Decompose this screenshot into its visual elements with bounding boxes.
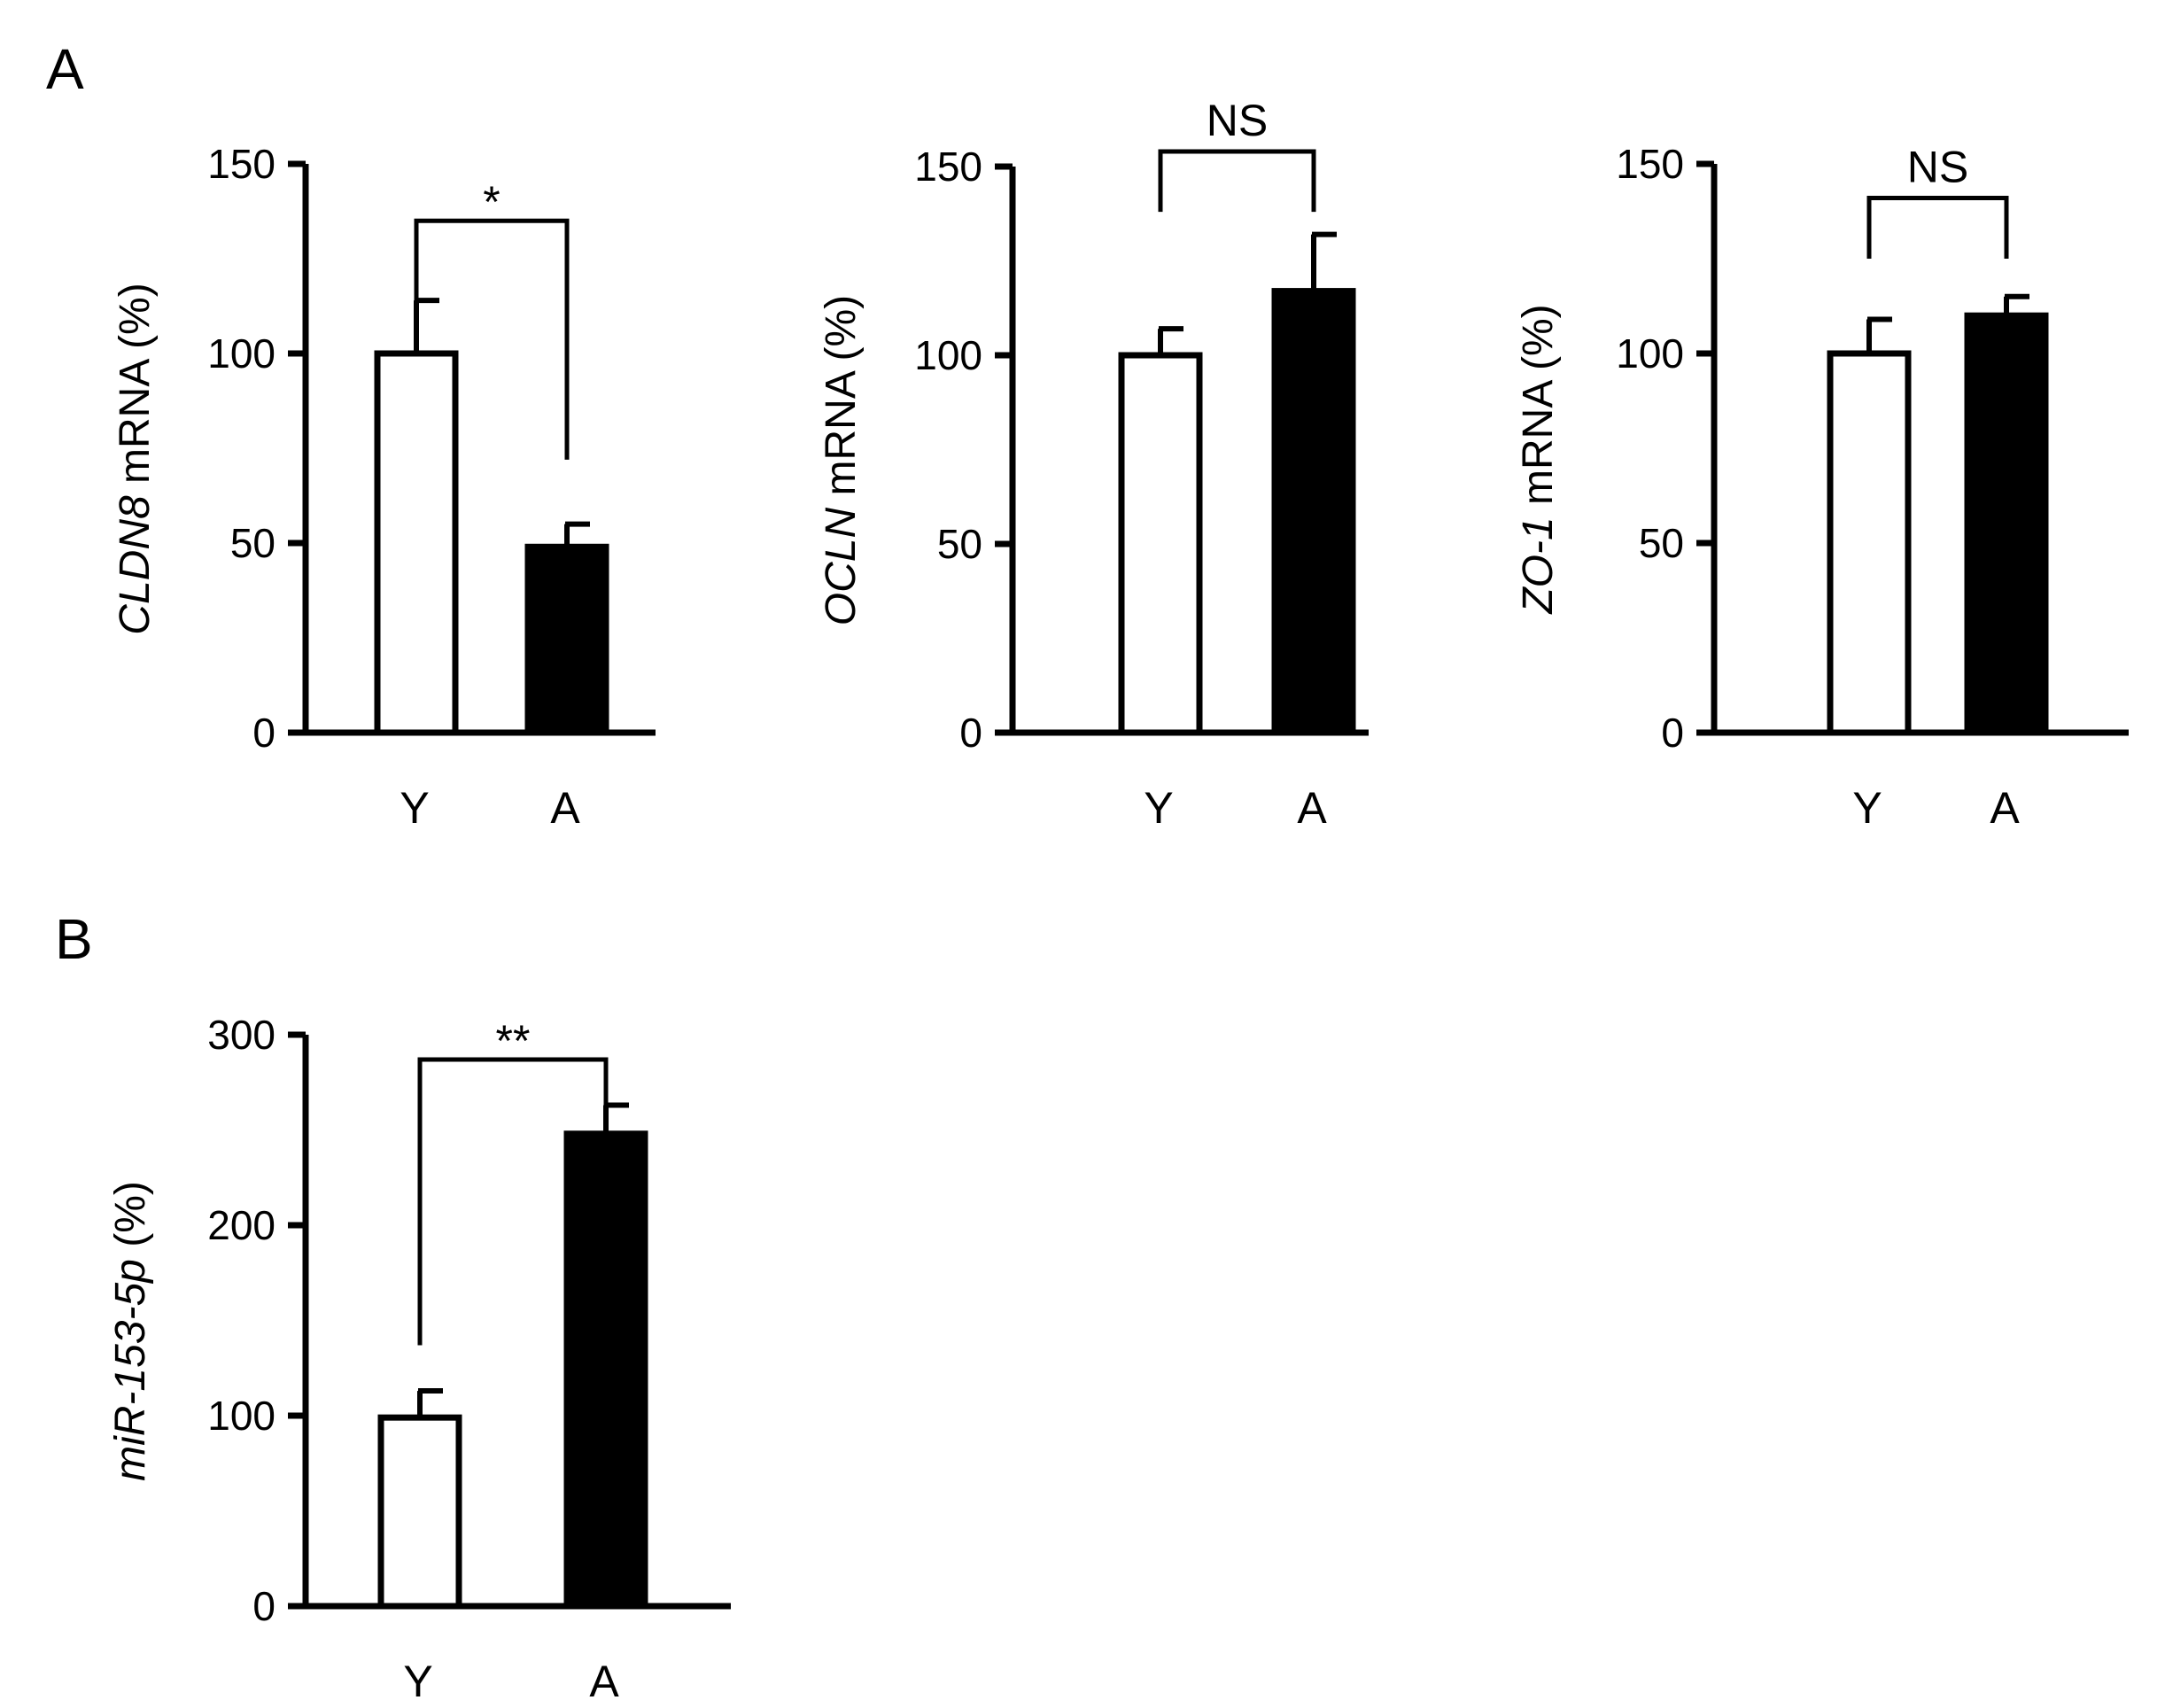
- bar-a: [1271, 288, 1356, 736]
- x-category-label: Y: [1852, 783, 1882, 833]
- x-category-label: Y: [403, 1657, 432, 1706]
- significance-label: NS: [1907, 143, 1968, 192]
- y-tick-label: 0: [959, 710, 982, 756]
- bar-y: [374, 350, 459, 736]
- y-axis-label-unit: (%): [107, 1181, 154, 1259]
- y-tick-label: 200: [207, 1202, 275, 1248]
- y-axis-label: miR-153-5p (%): [107, 1181, 154, 1481]
- significance-bracket: [1866, 196, 2009, 259]
- x-category-label: A: [550, 783, 580, 833]
- y-axis-label: OCLN mRNA (%): [818, 295, 865, 625]
- panel-letter-b: B: [55, 907, 93, 971]
- y-tick-label: 50: [937, 521, 982, 567]
- y-axis-label-unit: mRNA (%): [818, 295, 865, 508]
- y-tick-label: 50: [1639, 520, 1684, 566]
- y-tick-label: 100: [207, 330, 275, 377]
- panel-letter-a: A: [46, 37, 84, 101]
- y-axis-label-unit: mRNA (%): [112, 283, 159, 495]
- y-axis-label: CLDN8 mRNA (%): [112, 283, 159, 634]
- significance-label: **: [496, 1016, 531, 1066]
- significance-bracket: [1158, 149, 1316, 213]
- significance-bracket: [417, 1057, 609, 1346]
- y-axis-label: ZO-1 mRNA (%): [1515, 304, 1562, 614]
- bar-a: [563, 1130, 648, 1610]
- bar-a: [524, 543, 609, 736]
- x-category-label: A: [589, 1657, 619, 1706]
- y-tick-label: 50: [230, 520, 275, 566]
- significance-label: NS: [1207, 96, 1268, 145]
- significance-bracket: [414, 218, 570, 460]
- chart-2: 0 50 100 150 Y A NS OCLN mRNA (%): [818, 96, 1369, 833]
- y-axis-label-gene: miR-153-5p: [107, 1259, 154, 1481]
- y-tick-label: 0: [1661, 710, 1684, 756]
- y-tick-label: 0: [252, 710, 275, 756]
- bar-y: [1118, 352, 1203, 736]
- y-tick-label: 100: [1616, 330, 1684, 377]
- chart-4: 0 100 200 300 Y A ** miR-153-5p (%): [107, 1012, 731, 1706]
- y-tick-label: 100: [207, 1393, 275, 1439]
- y-axis-label-gene: CLDN8: [112, 495, 159, 635]
- y-tick-label: 100: [914, 332, 982, 378]
- y-axis-label-gene: OCLN: [818, 507, 865, 625]
- charts-container: 0 50 100 150 Y A * CLDN8 mRNA (%) 0 50 100 150 Y A NS O…: [107, 96, 2129, 1706]
- x-category-label: Y: [1144, 783, 1173, 833]
- y-axis-label-unit: mRNA (%): [1515, 304, 1562, 516]
- y-tick-label: 0: [252, 1583, 275, 1629]
- significance-label: *: [483, 177, 500, 227]
- bar-a: [1964, 312, 2049, 736]
- chart-1: 0 50 100 150 Y A * CLDN8 mRNA (%): [112, 141, 656, 833]
- x-category-label: Y: [400, 783, 429, 833]
- bar-y: [377, 1414, 462, 1610]
- y-tick-label: 300: [207, 1012, 275, 1058]
- y-tick-label: 150: [1616, 141, 1684, 187]
- bar-y: [1827, 350, 1912, 736]
- x-category-label: A: [1297, 783, 1327, 833]
- y-axis-label-gene: ZO-1: [1515, 516, 1562, 614]
- x-category-label: A: [1990, 783, 2020, 833]
- y-tick-label: 150: [914, 144, 982, 190]
- chart-3: 0 50 100 150 Y A NS ZO-1 mRNA (%): [1515, 141, 2129, 833]
- y-tick-label: 150: [207, 141, 275, 187]
